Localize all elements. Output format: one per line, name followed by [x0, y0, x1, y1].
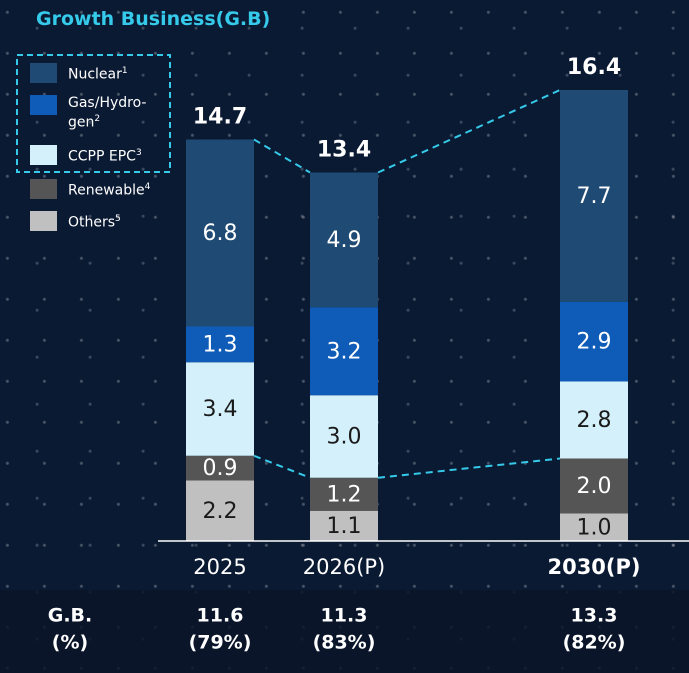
bar-segment [186, 362, 254, 456]
value-label: 7.7 [577, 184, 612, 209]
x-tick-label: 2026(P) [303, 555, 386, 579]
bar-segment [310, 395, 378, 478]
value-label: 3.4 [203, 397, 238, 422]
bar-segment [310, 510, 378, 541]
footer-value: 11.6 [197, 605, 244, 627]
value-label: 4.9 [327, 228, 362, 253]
bar-segment [310, 477, 378, 511]
legend-item: Nuclear1 [30, 63, 168, 83]
legend-item: Gas/Hydro-gen2 [30, 95, 168, 131]
value-label: 1.1 [327, 514, 362, 539]
legend-item: Renewable4 [30, 179, 168, 199]
total-label: 14.7 [193, 105, 247, 130]
legend-label: CCPP EPC [68, 148, 136, 165]
bar-segment [560, 513, 628, 541]
value-label: 2.2 [203, 499, 238, 524]
legend-item: Others5 [30, 211, 168, 231]
footer-share: (82%) [563, 632, 626, 654]
x-tick-label: 2025 [193, 555, 246, 579]
value-label: 1.3 [203, 332, 238, 357]
legend-text: Others5 [68, 211, 168, 231]
chart-title: Growth Business(G.B) [36, 8, 271, 30]
value-label: 1.0 [577, 515, 612, 540]
bar-segment [560, 458, 628, 514]
footer-share: (79%) [189, 632, 252, 654]
footer-label: G.B. [48, 605, 93, 627]
value-label: 6.8 [203, 221, 238, 246]
legend-note: 3 [135, 148, 142, 158]
footer-band [0, 590, 689, 673]
bar-segment [186, 480, 254, 541]
total-label: 16.4 [567, 55, 621, 80]
legend-label: Renewable [68, 182, 145, 199]
value-label: 1.2 [327, 482, 362, 507]
bar-segment [186, 139, 254, 327]
value-label: 0.9 [203, 456, 238, 481]
connector [253, 454, 311, 479]
legend-text: Nuclear1 [68, 63, 168, 83]
x-tick-label: 2030(P) [547, 555, 640, 579]
legend-text: Renewable4 [68, 179, 168, 199]
legend-label: Nuclear [68, 66, 122, 83]
legend-note: 1 [121, 66, 128, 76]
legend-label: Gas/Hydro-gen [68, 95, 147, 131]
total-label: 13.4 [317, 138, 371, 163]
connector [377, 457, 561, 479]
value-label: 2.0 [577, 474, 612, 499]
legend-note: 5 [115, 214, 121, 224]
bar-segment [310, 172, 378, 308]
bar-segment [560, 90, 628, 302]
legend-note: 4 [144, 182, 151, 192]
footer-share: (83%) [313, 632, 376, 654]
legend-swatch [30, 95, 57, 115]
bar-segment [560, 381, 628, 459]
bar-segment [186, 326, 254, 363]
legend-swatch [30, 145, 57, 165]
footer-value: 13.3 [571, 605, 618, 627]
legend-label: Others [68, 214, 116, 231]
value-label: 3.0 [327, 425, 362, 450]
legend-text: CCPP EPC3 [68, 145, 168, 165]
bar-segment [310, 307, 378, 396]
legend-item: CCPP EPC3 [30, 145, 168, 165]
legend-swatch [30, 63, 57, 83]
value-label: 2.9 [577, 330, 612, 355]
bar-segment [560, 301, 628, 382]
value-label: 3.2 [327, 339, 362, 364]
legend-note: 2 [94, 114, 101, 124]
bar-segment [186, 455, 254, 481]
legend-box [16, 54, 171, 173]
legend-text: Gas/Hydro-gen2 [68, 95, 168, 131]
connector [377, 89, 561, 174]
legend-swatch [30, 211, 57, 231]
connector [253, 138, 311, 174]
value-label: 2.8 [577, 408, 612, 433]
footer-unit: (%) [52, 632, 88, 654]
footer-value: 11.3 [321, 605, 368, 627]
legend-swatch [30, 179, 57, 199]
